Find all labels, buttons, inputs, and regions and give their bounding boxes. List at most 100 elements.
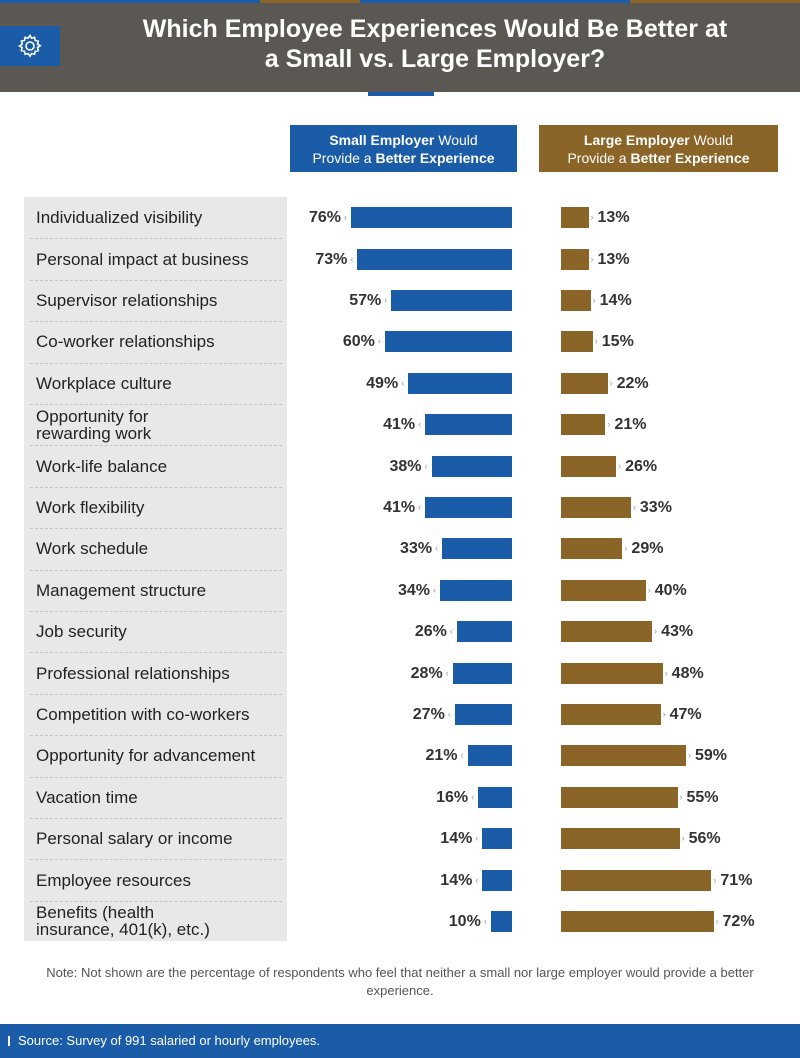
row-divider: [30, 279, 282, 281]
footer-bar: Source: Survey of 991 salaried or hourly…: [0, 1024, 800, 1058]
bar-large-employer: [561, 207, 589, 229]
category-label-line: Work schedule: [36, 539, 149, 559]
bar-small-employer: [357, 248, 512, 270]
chevron-left-icon: ‹: [344, 212, 347, 223]
bar-small-employer: [442, 538, 512, 560]
category-label: Management structure: [36, 570, 286, 611]
chevron-right-icon: ›: [713, 874, 717, 885]
value-label-small: 27%: [412, 706, 445, 723]
value-label-small: 73%: [315, 250, 348, 268]
value-label-large: 13%: [597, 250, 630, 268]
chevron-right-icon: ›: [590, 212, 594, 223]
chevron-left-icon: ‹: [350, 253, 354, 264]
bar-small-employer: [408, 372, 512, 394]
category-label: Job security: [36, 611, 286, 652]
legend-large-line2: Provide a: [567, 149, 631, 166]
value-label-small: 14%: [440, 871, 473, 889]
value-label-large: 56%: [688, 830, 721, 848]
bar-large-employer: [561, 911, 714, 932]
value-label-small: 28%: [410, 664, 443, 682]
source-text: Source: Survey of 991 salaried or hourly…: [18, 1033, 321, 1048]
category-label: Supervisor relationships: [36, 280, 286, 321]
category-label-line: Competition with co-workers: [36, 704, 250, 724]
bar-large-employer: [561, 869, 712, 891]
row-divider: [30, 445, 282, 447]
value-label-large: 40%: [654, 581, 687, 599]
chevron-left-icon: ‹: [377, 336, 381, 347]
chevron-left-icon: ‹: [418, 502, 422, 512]
value-label-small: 10%: [448, 913, 481, 930]
category-label-line: Benefits (health: [36, 903, 155, 923]
bar-small-employer: [425, 497, 512, 518]
category-label: Individualized visibility: [36, 197, 286, 238]
row-divider: [30, 776, 282, 778]
value-label-large: 47%: [669, 706, 702, 723]
chevron-right-icon: ›: [594, 336, 598, 347]
category-label: Employee resources: [36, 859, 286, 900]
category-label: Personal impact at business: [36, 238, 286, 279]
gear-icon: [18, 34, 42, 58]
chevron-right-icon: ›: [592, 295, 596, 305]
category-label-line: Supervisor relationships: [36, 290, 218, 310]
chevron-left-icon: ‹: [475, 874, 479, 885]
chevron-right-icon: ›: [609, 377, 613, 388]
category-label-line: Job security: [36, 622, 127, 642]
category-label: Workplace culture: [36, 363, 286, 404]
chevron-right-icon: ›: [607, 419, 611, 430]
chevron-left-icon: ‹: [447, 709, 451, 719]
category-label-line: Opportunity for: [36, 406, 149, 426]
category-label-line: Opportunity for advancement: [36, 746, 256, 766]
bar-small-employer: [391, 290, 512, 311]
bar-large-employer: [561, 704, 661, 725]
value-label-small: 26%: [414, 623, 447, 641]
row-divider: [30, 569, 282, 571]
title-line-1: Which Employee Experiences Would Be Bett…: [142, 15, 728, 43]
bar-large-employer: [561, 579, 646, 601]
chevron-left-icon: ‹: [418, 419, 422, 430]
value-label-small: 14%: [440, 830, 473, 848]
chevron-right-icon: ›: [679, 791, 683, 802]
bar-small-employer: [482, 828, 512, 850]
chevron-left-icon: ‹: [460, 750, 464, 761]
row-divider: [30, 404, 282, 405]
category-label: Co-worker relationships: [36, 321, 286, 362]
chevron-right-icon: ›: [632, 502, 636, 512]
bar-small-employer: [467, 745, 512, 767]
legend-small-employer: Small Employer Would Provide a Better Ex…: [290, 125, 517, 172]
value-label-large: 26%: [625, 457, 658, 475]
chevron-right-icon: ›: [590, 253, 594, 264]
value-label-large: 14%: [599, 292, 632, 309]
value-label-large: 43%: [661, 623, 694, 641]
value-label-small: 76%: [308, 209, 341, 227]
chevron-right-icon: ›: [715, 916, 719, 926]
chevron-left-icon: ‹: [435, 543, 439, 554]
chevron-left-icon: ‹: [424, 460, 428, 471]
value-label-small: 16%: [436, 788, 469, 806]
header-stripe-blue: [0, 0, 260, 3]
bar-large-employer: [561, 497, 631, 518]
chevron-left-icon: ‹: [401, 377, 405, 388]
category-label: Benefits (health insurance, 401(k), etc.): [36, 901, 286, 942]
bar-small-employer: [431, 455, 512, 477]
value-label-large: 22%: [616, 374, 649, 392]
bar-large-employer: [561, 745, 686, 767]
category-label-line: Personal impact at business: [36, 249, 249, 269]
chevron-right-icon: ›: [687, 750, 691, 761]
bar-large-employer: [561, 455, 617, 477]
bar-small-employer: [454, 704, 512, 725]
value-label-small: 21%: [425, 747, 458, 765]
value-label-large: 21%: [614, 416, 647, 434]
value-label-large: 72%: [722, 913, 755, 930]
chevron-right-icon: ›: [624, 543, 628, 554]
bar-large-employer: [561, 414, 606, 436]
bar-large-employer: [561, 372, 608, 394]
chevron-left-icon: ‹: [471, 791, 475, 802]
category-label-line: Personal salary or income: [36, 829, 233, 849]
legend-small-line2: Provide a: [312, 149, 376, 166]
row-divider: [30, 362, 282, 364]
category-label-line: Co-worker relationships: [36, 332, 215, 352]
category-label-line: Professional relationships: [36, 663, 230, 683]
gear-icon-box: [0, 26, 60, 66]
category-label: Personal salary or income: [36, 818, 286, 859]
category-label-line: Work flexibility: [36, 497, 145, 517]
